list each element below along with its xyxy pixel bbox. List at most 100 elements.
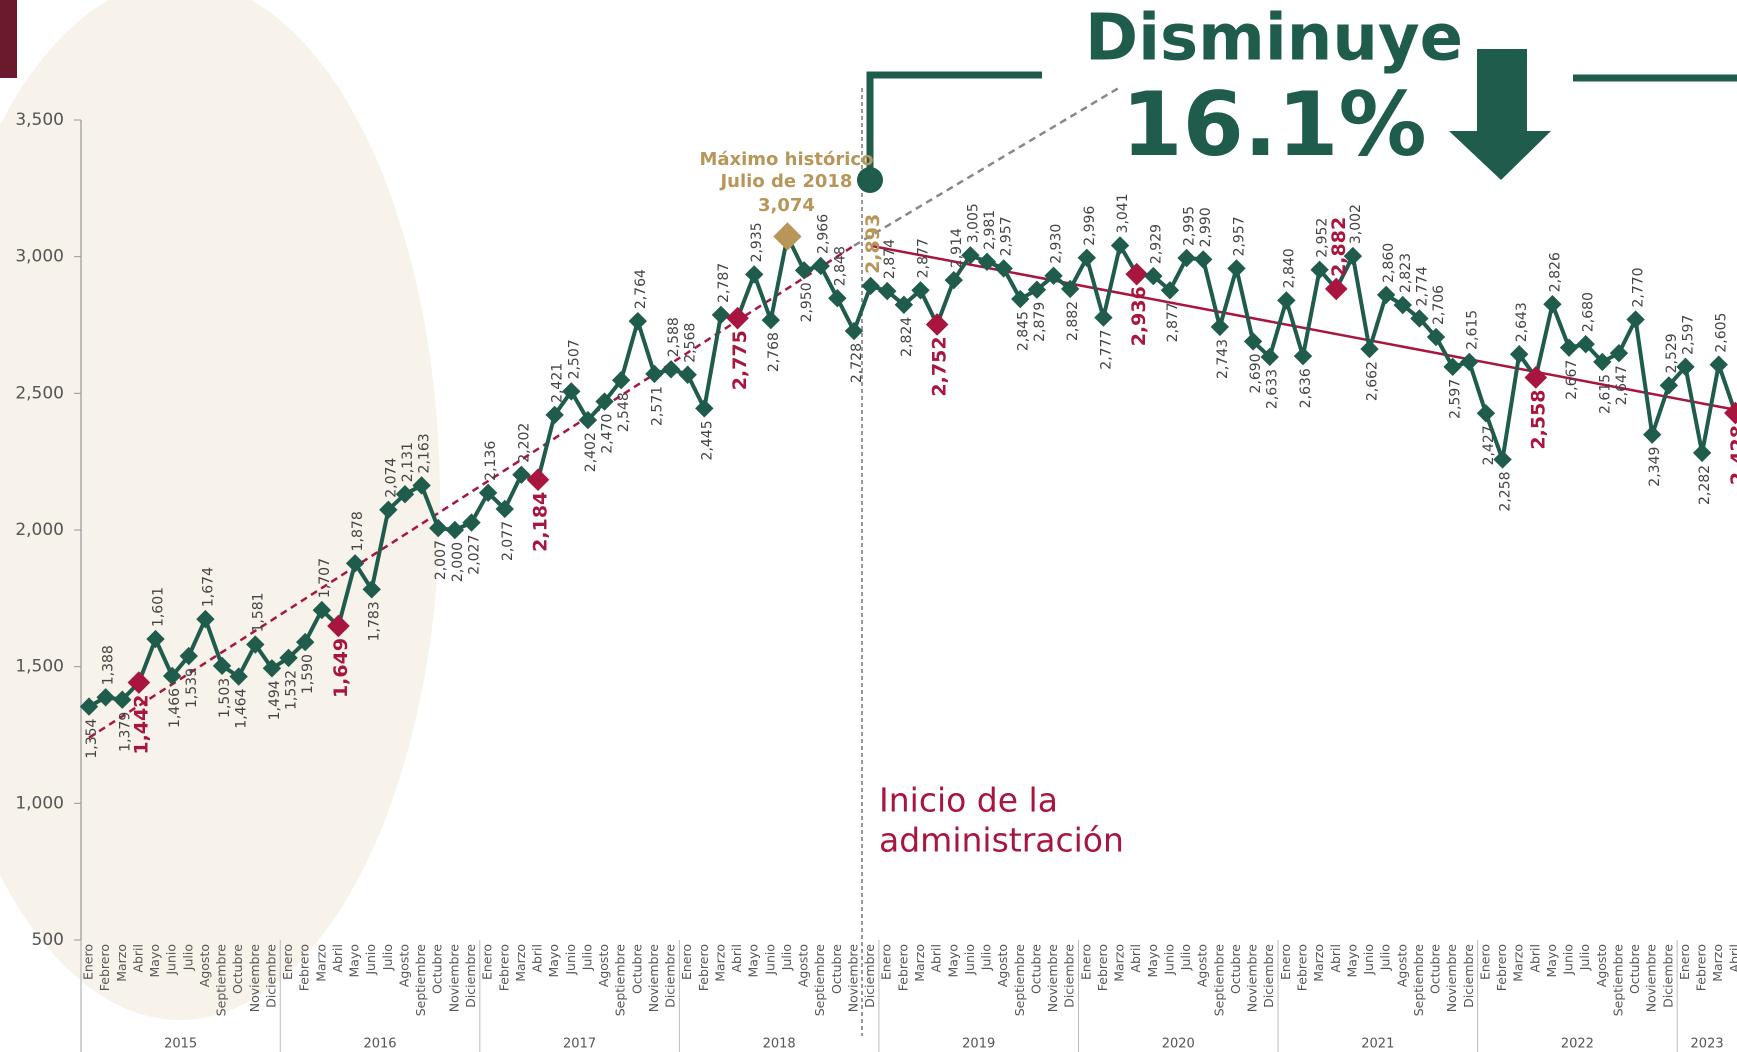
value-label: 2,840 [1281,248,1297,288]
value-label: 2,877 [916,238,932,278]
x-tick-label: Septiembre [1610,944,1625,1017]
x-tick-label: Noviembre [1444,944,1459,1013]
x-tick-label: Junio [563,944,578,976]
x-tick-label: Julio [380,944,395,971]
value-label: 2,848 [832,246,848,286]
corner-tab [0,0,17,78]
x-tick-label: Octubre [829,944,844,994]
x-tick-label: Marzo [513,944,528,982]
value-label: 1,649 [330,638,352,698]
value-label: 2,027 [466,535,482,575]
x-tick-label: Agosto [1394,944,1409,987]
x-tick-label: Octubre [1627,944,1642,994]
x-tick-label: Enero [1677,944,1692,980]
value-label: 1,601 [151,587,167,627]
x-tick-label: Marzo [114,944,129,982]
value-label: 2,470 [600,414,616,454]
value-label: 2,914 [949,228,965,268]
value-label: 2,777 [1098,330,1114,370]
value-label: 1,494 [267,680,283,720]
x-tick-label: Febrero [496,944,511,991]
x-tick-label: Septiembre [1012,944,1027,1017]
x-tick-label: Agosto [596,944,611,987]
value-label: 1,532 [284,670,300,710]
note: Inicio de la [879,781,1058,820]
value-label: 1,783 [367,601,383,641]
x-tick-label: Abril [1128,944,1143,973]
value-label: 2,824 [899,317,915,357]
data-point [1125,263,1148,286]
data-point [1693,444,1711,462]
x-tick-label: Diciembre [1660,944,1675,1008]
value-label: 2,662 [1365,361,1381,401]
data-point [1211,318,1229,336]
y-tick-label: 1,000 [15,793,64,813]
data-point [1710,355,1728,373]
value-label: 2,282 [1697,465,1713,505]
year-label: 2020 [1162,1037,1195,1052]
value-label: 2,421 [550,363,566,403]
data-point [1111,236,1129,254]
x-tick-label: Agosto [197,944,212,987]
x-tick-label: Marzo [1511,944,1526,982]
data-point [1177,249,1195,267]
data-point [1078,249,1096,267]
x-tick-label: Abril [1328,944,1343,973]
x-tick-label: Abril [530,944,545,973]
x-tick-label: Noviembre [247,944,262,1013]
data-point [1294,347,1312,365]
value-label: 2,823 [1398,253,1414,293]
value-label: 2,136 [483,441,499,481]
x-tick-label: Julio [979,944,994,971]
x-tick-label: Marzo [912,944,927,982]
value-label: 2,882 [1328,217,1350,277]
x-tick-label: Junio [363,944,378,976]
value-label: 2,667 [1564,360,1580,400]
value-label: 2,184 [530,492,552,552]
value-label: 2,000 [450,542,466,582]
bracket-dot [857,167,883,193]
x-tick-label: Diciembre [663,944,678,1008]
x-tick-label: Noviembre [1644,944,1659,1013]
value-label: 2,605 [1714,313,1730,353]
value-label: 1,354 [84,718,100,758]
x-tick-label: Marzo [712,944,727,982]
value-label: 2,950 [799,282,815,322]
x-tick-label: Abril [929,944,944,973]
value-label: 2,428 [1727,425,1737,485]
data-point [745,265,763,283]
data-point [1377,286,1395,304]
year-label: 2021 [1361,1037,1394,1052]
value-label: 2,007 [433,540,449,580]
x-tick-label: Noviembre [646,944,661,1013]
x-tick-label: Junio [1361,944,1376,976]
x-tick-label: Agosto [796,944,811,987]
x-tick-label: Septiembre [413,944,428,1017]
value-label: 2,966 [816,214,832,254]
year-label: 2023 [1691,1037,1724,1052]
x-tick-label: Julio [180,944,195,971]
value-label: 2,929 [1148,224,1164,264]
value-label: 3,002 [1348,204,1364,244]
x-tick-label: Octubre [430,944,445,994]
x-tick-label: Agosto [1594,944,1609,987]
value-label: 2,845 [1015,311,1031,351]
x-tick-label: Enero [1078,944,1093,980]
value-label: 2,860 [1381,243,1397,283]
peak-value: 3,074 [758,195,815,216]
data-point [795,261,813,279]
value-label: 2,990 [1198,207,1214,247]
value-label: 2,752 [929,336,951,396]
year-label: 2022 [1561,1037,1594,1052]
x-tick-label: Febrero [1095,944,1110,991]
x-tick-label: Abril [1527,944,1542,973]
data-point [1011,290,1029,308]
data-point [662,360,680,378]
peak-note: Julio de 2018 [718,171,852,192]
x-tick-label: Diciembre [1062,944,1077,1008]
x-tick-label: Julio [779,944,794,971]
x-tick-label: Junio [164,944,179,976]
value-label: 2,936 [1128,286,1150,346]
data-point [712,306,730,324]
peak-note: Máximo histórico [699,149,873,170]
